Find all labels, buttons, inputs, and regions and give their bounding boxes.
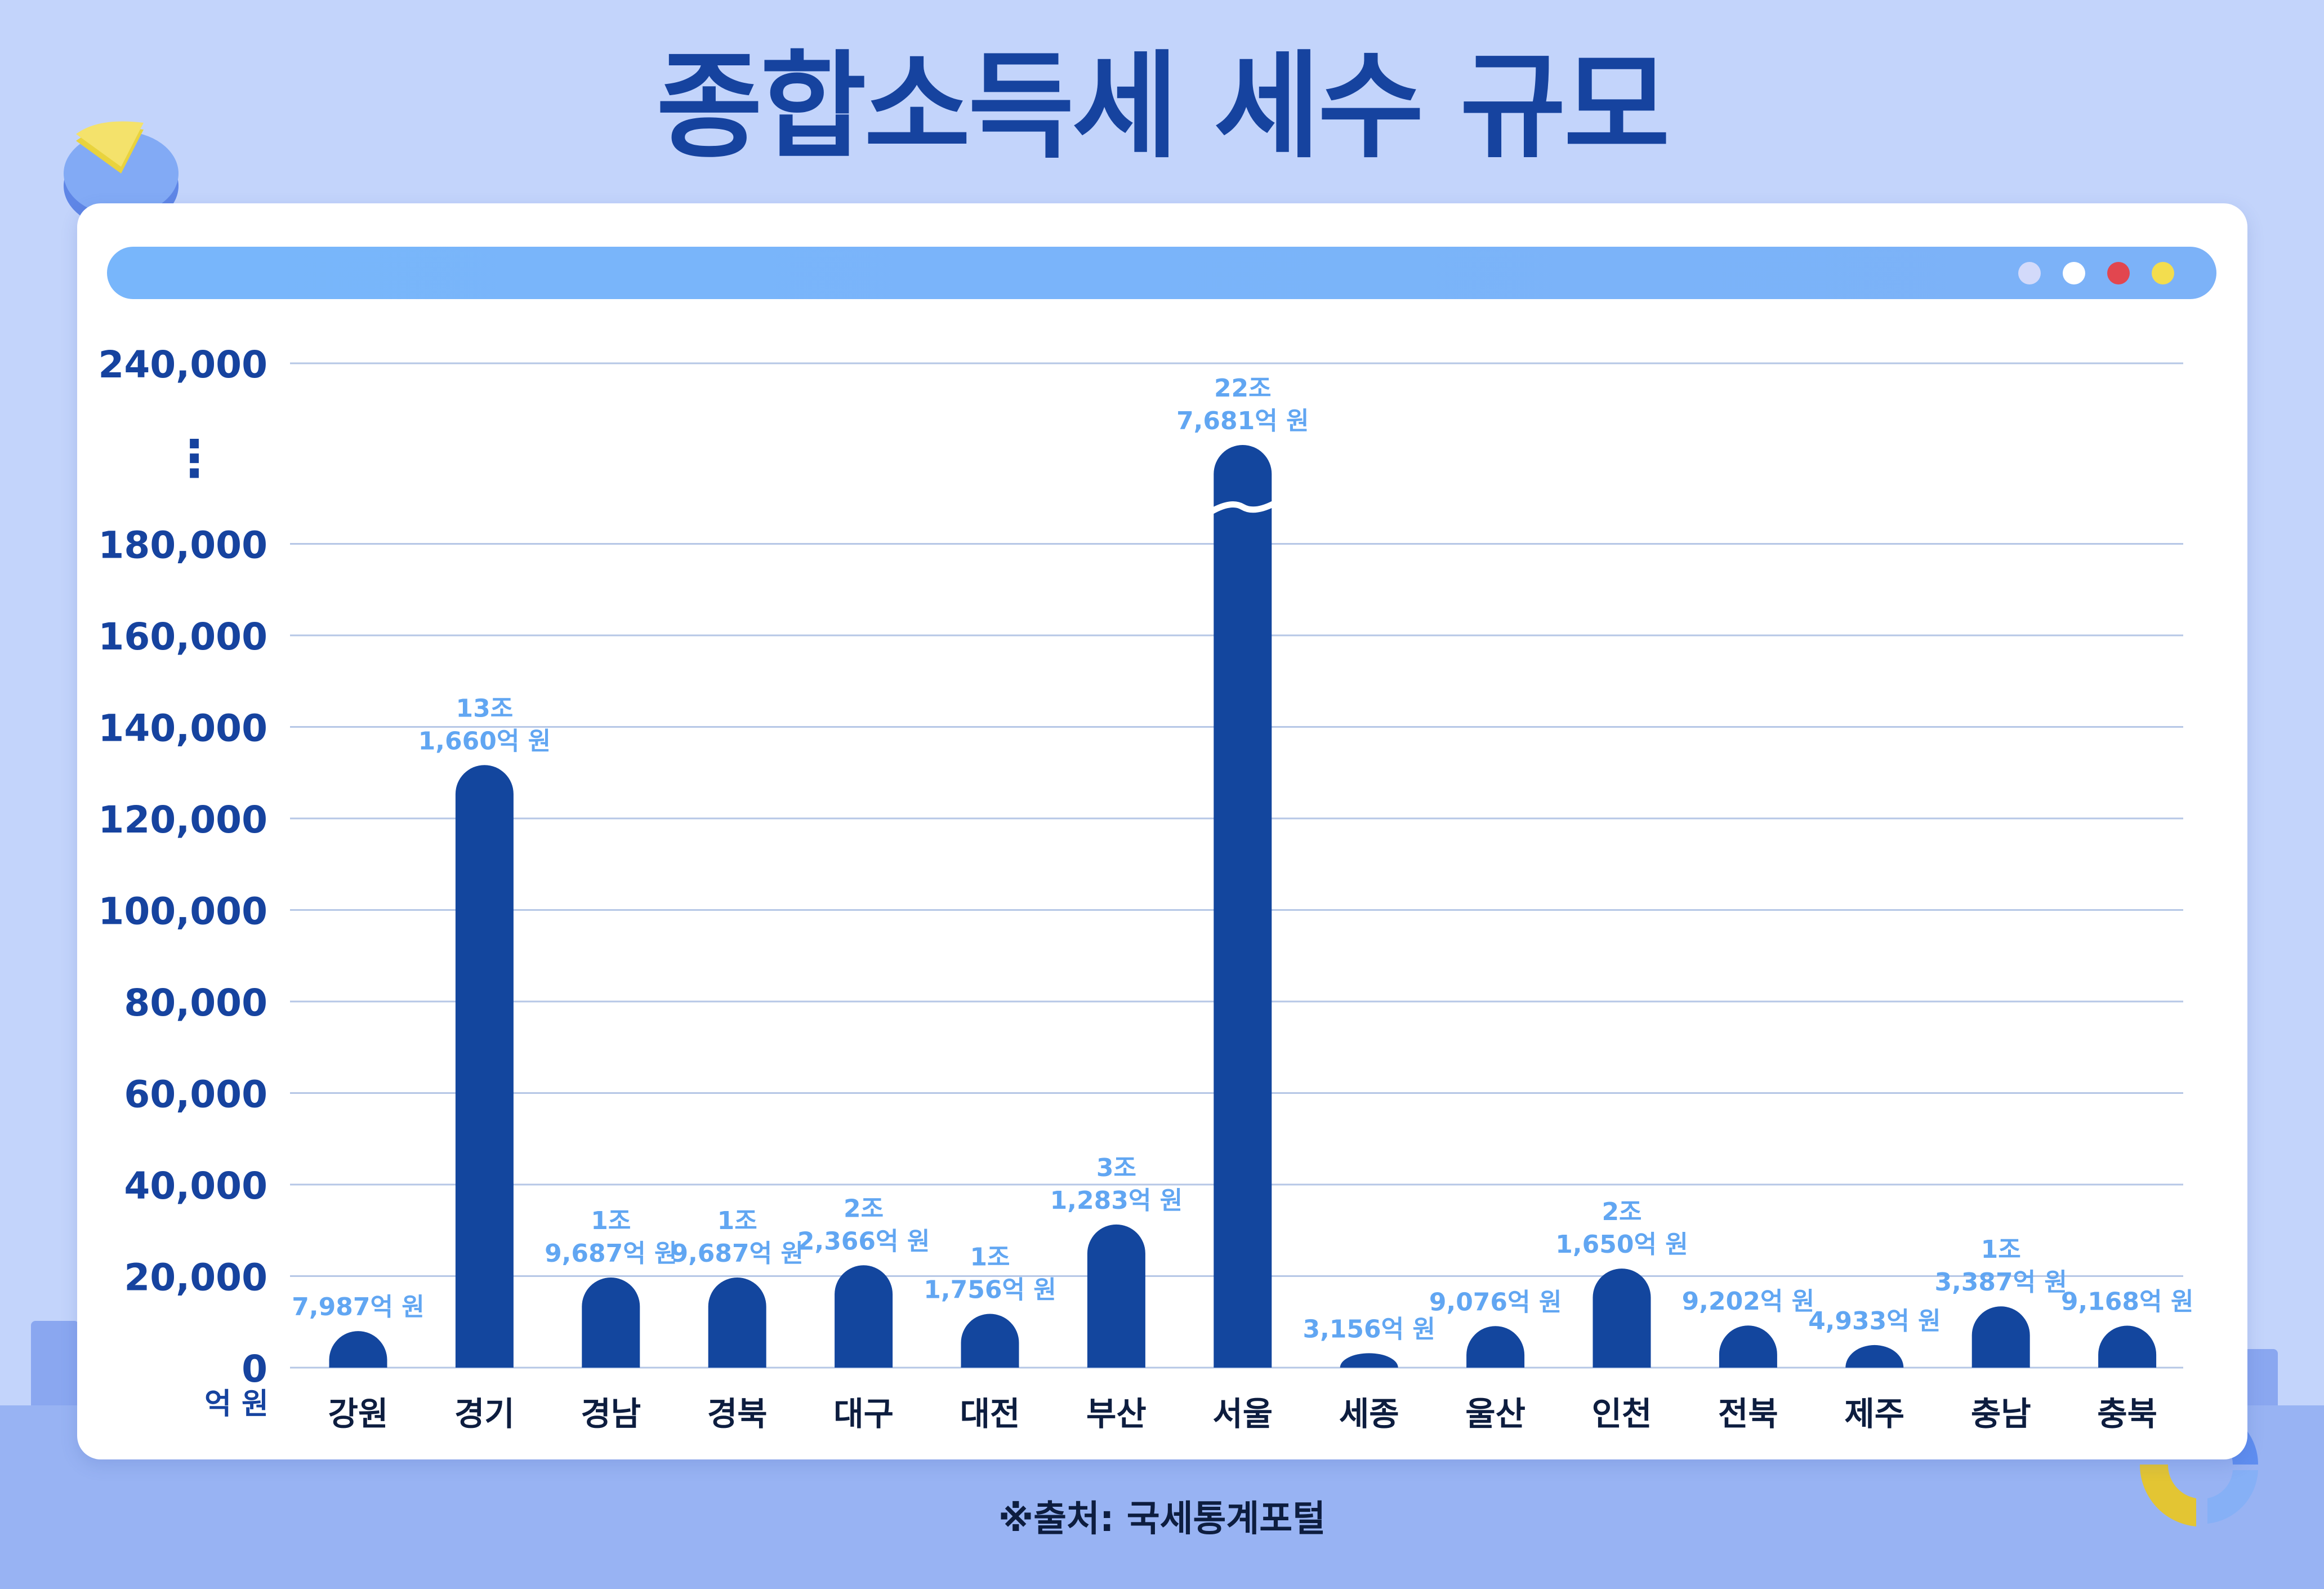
bar-부산	[1087, 1224, 1145, 1368]
bar-충남	[1971, 1306, 2030, 1368]
decorative-block-right	[2244, 1349, 2278, 1405]
x-tick-label: 경기	[454, 1395, 515, 1433]
data-label: 1조	[970, 1243, 1010, 1271]
x-tick-label: 제주	[1844, 1395, 1904, 1433]
data-label: 9,076억 원	[1429, 1288, 1562, 1316]
bar-세종	[1340, 1353, 1398, 1368]
bar-강원	[329, 1331, 387, 1368]
chart-card	[77, 203, 2247, 1459]
window-dot-4	[2152, 262, 2174, 284]
x-tick-label: 대전	[960, 1395, 1020, 1433]
y-tick-label: 180,000	[98, 524, 267, 567]
x-tick-label: 부산	[1086, 1395, 1147, 1433]
bar-인천	[1593, 1268, 1651, 1368]
bar-서울	[1214, 445, 1272, 1368]
window-dot-3	[2107, 262, 2130, 284]
x-tick-label: 강원	[328, 1395, 389, 1433]
window-dot-1	[2018, 262, 2041, 284]
x-tick-label: 충남	[1971, 1395, 2031, 1433]
bar-대구	[835, 1265, 893, 1368]
y-tick-label: 160,000	[98, 615, 267, 658]
browser-window-bar	[107, 247, 2216, 299]
y-tick-label: 120,000	[98, 798, 267, 842]
data-label: 1,650억 원	[1555, 1230, 1688, 1259]
y-tick-label: 0	[242, 1347, 267, 1391]
y-tick-label: 140,000	[98, 707, 267, 750]
x-tick-label: 전북	[1718, 1395, 1778, 1433]
x-tick-label: 대구	[833, 1395, 894, 1433]
bar-경북	[708, 1278, 766, 1368]
x-tick-label: 경남	[581, 1395, 641, 1433]
bar-충북	[2098, 1325, 2157, 1368]
axis-break-mark	[1210, 501, 1275, 514]
data-label: 22조	[1214, 374, 1272, 403]
data-label: 3,156억 원	[1302, 1315, 1435, 1343]
data-label: 1조	[591, 1207, 631, 1235]
y-tick-label: 240,000	[98, 343, 267, 386]
bar-전북	[1719, 1325, 1777, 1368]
data-label: 3,387억 원	[1934, 1268, 2067, 1297]
y-axis-unit-label: 억 원	[204, 1387, 269, 1421]
decorative-block-left	[31, 1321, 79, 1405]
data-label: 2조	[844, 1194, 884, 1223]
axis-break-marker: ⋮	[169, 429, 220, 488]
bar-울산	[1466, 1326, 1525, 1368]
x-tick-label: 울산	[1465, 1395, 1525, 1433]
data-label: 1조	[717, 1207, 757, 1235]
data-label: 4,933억 원	[1808, 1307, 1941, 1336]
bar-경남	[582, 1278, 640, 1368]
data-label: 1,660억 원	[418, 727, 551, 755]
y-tick-label: 80,000	[124, 981, 267, 1025]
page-title: 종합소득세 세수 규모	[656, 40, 1670, 174]
x-tick-label: 경북	[707, 1395, 768, 1433]
bar-경기	[455, 765, 514, 1368]
data-label: 13조	[456, 694, 514, 723]
data-label: 9,687억 원	[545, 1239, 677, 1268]
data-label: 7,987억 원	[292, 1293, 424, 1321]
x-tick-label: 충북	[2097, 1395, 2157, 1433]
x-tick-label: 인천	[1592, 1395, 1652, 1433]
data-label: 1,756억 원	[924, 1275, 1056, 1304]
data-label: 3조	[1096, 1154, 1136, 1182]
y-tick-label: 100,000	[98, 890, 267, 933]
window-dot-2	[2063, 262, 2085, 284]
source-note: ※출처: 국세통계포털	[998, 1498, 1326, 1540]
data-label: 1조	[1981, 1235, 2021, 1264]
data-label: 2,366억 원	[797, 1227, 930, 1256]
bar-제주	[1845, 1345, 1904, 1368]
data-label: 2조	[1602, 1198, 1641, 1226]
x-tick-label: 세종	[1339, 1395, 1399, 1433]
x-tick-label: 서울	[1212, 1395, 1273, 1433]
data-label: 9,168억 원	[2061, 1288, 2193, 1316]
data-label: 7,681억 원	[1176, 407, 1309, 435]
data-label: 9,202억 원	[1682, 1287, 1814, 1316]
y-tick-label: 20,000	[124, 1256, 267, 1299]
bar-대전	[961, 1314, 1019, 1368]
data-label: 1,283억 원	[1050, 1186, 1183, 1215]
y-tick-label: 40,000	[124, 1164, 267, 1208]
y-tick-label: 60,000	[124, 1073, 267, 1116]
data-label: 9,687억 원	[671, 1239, 803, 1268]
